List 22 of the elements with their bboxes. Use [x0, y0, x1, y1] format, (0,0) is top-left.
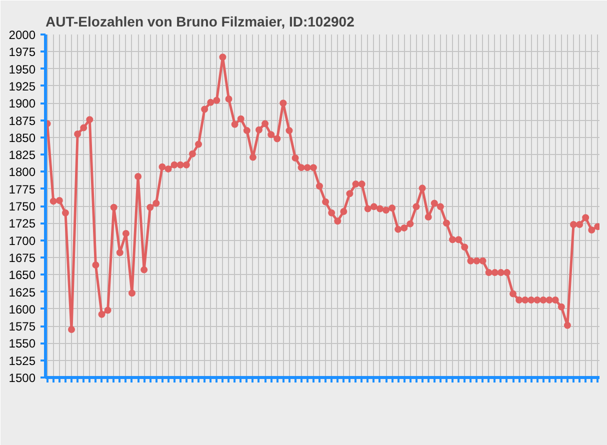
y-tick-label: 1625 — [8, 285, 36, 300]
y-tick-label: 1500 — [8, 371, 36, 385]
y-tick-label: 1775 — [8, 182, 36, 196]
y-tick-label: 1875 — [8, 114, 36, 128]
y-tick-label: 1825 — [8, 148, 36, 162]
y-tick-label: 1675 — [8, 250, 36, 265]
y-tick-label: 1900 — [8, 96, 36, 111]
y-tick-label: 1925 — [8, 79, 36, 94]
y-tick-label: 1525 — [8, 354, 36, 368]
y-tick-label: 1725 — [8, 216, 36, 231]
y-tick-label: 1700 — [8, 234, 36, 248]
y-tick-label: 1550 — [8, 336, 36, 351]
y-tick-label: 2000 — [8, 28, 36, 42]
y-tick-label: 1750 — [8, 200, 36, 214]
y-tick-label: 1975 — [8, 45, 36, 60]
y-tick-label: 1950 — [8, 62, 36, 76]
y-tick-label: 1575 — [8, 320, 36, 334]
y-tick-label: 1850 — [8, 130, 36, 145]
y-tick-label: 1800 — [8, 165, 36, 180]
y-tick-label: 1650 — [8, 268, 36, 282]
chart-title: AUT-Elozahlen von Bruno Filzmaier, ID:102902 — [46, 14, 355, 30]
y-tick-label: 1600 — [8, 302, 36, 316]
